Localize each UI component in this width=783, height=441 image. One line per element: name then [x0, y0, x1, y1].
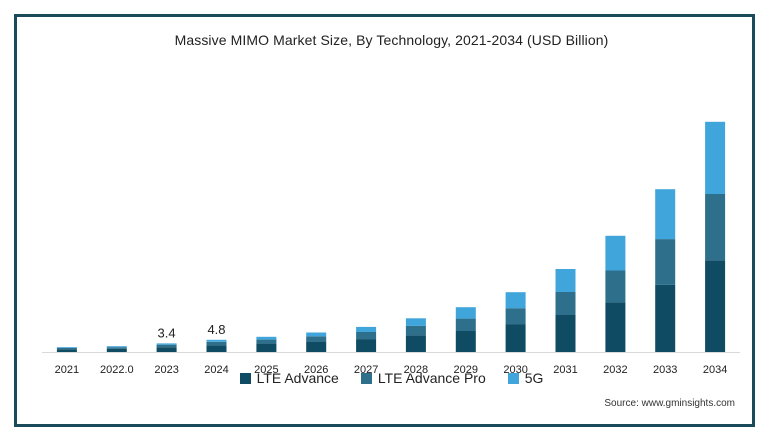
- bar-segment-lte-advance-2031: [555, 315, 576, 352]
- x-tick-label: 2024: [204, 364, 228, 376]
- bar-segment-5g-2022.0: [106, 346, 127, 348]
- x-tick-label: 2028: [404, 364, 428, 376]
- x-tick-label: 2032: [603, 364, 627, 376]
- x-tick-label: 2023: [154, 364, 178, 376]
- bar-segment-5g-2033: [655, 189, 676, 240]
- legend-label: 5G: [524, 370, 544, 386]
- data-label-2023: 3.4: [158, 325, 176, 340]
- chart-frame: [14, 14, 755, 427]
- bar-segment-lte-advance-2027: [356, 339, 377, 352]
- bar-segment-5g-2021: [56, 347, 77, 348]
- legend-swatch-lte-advance-pro: [360, 372, 372, 384]
- bar-segment-5g-2027: [356, 326, 377, 332]
- source-note: Source: www.gminsights.com: [604, 398, 735, 409]
- bar-segment-lte-advance-pro-2023: [156, 344, 177, 348]
- bar-segment-lte-advance-2029: [455, 331, 476, 352]
- legend-swatch-lte-advance: [239, 372, 251, 384]
- bar-segment-lte-advance-pro-2025: [256, 339, 277, 344]
- bar-segment-lte-advance-2023: [156, 347, 177, 352]
- legend-item-lte-advance: LTE Advance: [239, 370, 339, 386]
- legend-label: LTE Advance Pro: [377, 370, 486, 386]
- bar-segment-lte-advance-2025: [256, 343, 277, 352]
- bar-segment-lte-advance-pro-2024: [206, 341, 227, 346]
- legend-swatch-5g: [507, 372, 519, 384]
- x-tick-label: 2031: [553, 364, 577, 376]
- bar-segment-5g-2032: [605, 235, 626, 271]
- bar-segment-5g-2023: [156, 343, 177, 345]
- bar-segment-lte-advance-2032: [605, 302, 626, 352]
- bar-segment-lte-advance-pro-2027: [356, 332, 377, 340]
- bar-segment-lte-advance-pro-2029: [455, 318, 476, 331]
- x-tick-label: 2034: [703, 364, 727, 376]
- chart-title: Massive MIMO Market Size, By Technology,…: [174, 32, 609, 48]
- bar-segment-lte-advance-2030: [505, 324, 526, 352]
- x-tick-label: 2025: [254, 364, 278, 376]
- bar-segment-5g-2028: [405, 318, 426, 326]
- bar-segment-5g-2030: [505, 292, 526, 309]
- bar-segment-lte-advance-pro-2026: [306, 336, 327, 342]
- bar-segment-lte-advance-pro-2030: [505, 308, 526, 325]
- legend-item-lte-advance-pro: LTE Advance Pro: [360, 370, 486, 386]
- x-tick-label: 2027: [354, 364, 378, 376]
- x-tick-label: 2022.0: [100, 364, 134, 376]
- bar-segment-5g-2029: [455, 307, 476, 319]
- bar-segment-lte-advance-2024: [206, 345, 227, 352]
- bar-segment-lte-advance-pro-2021: [56, 347, 77, 350]
- bar-segment-lte-advance-2033: [655, 284, 676, 352]
- x-tick-label: 2033: [653, 364, 677, 376]
- bar-segment-5g-2031: [555, 269, 576, 292]
- bar-segment-5g-2034: [705, 121, 726, 194]
- bar-segment-5g-2025: [256, 336, 277, 340]
- bar-segment-5g-2024: [206, 339, 227, 342]
- bar-segment-lte-advance-pro-2034: [705, 194, 726, 261]
- bar-segment-lte-advance-pro-2028: [405, 325, 426, 336]
- data-label-2024: 4.8: [207, 322, 225, 337]
- bar-segment-lte-advance-pro-2022.0: [106, 347, 127, 349]
- bar-segment-lte-advance-2022.0: [106, 348, 127, 352]
- x-tick-label: 2029: [454, 364, 478, 376]
- x-tick-label: 2026: [304, 364, 328, 376]
- bar-segment-lte-advance-2026: [306, 341, 327, 352]
- bar-segment-5g-2026: [306, 332, 327, 337]
- bar-segment-lte-advance-2028: [405, 335, 426, 352]
- x-tick-label: 2021: [55, 364, 79, 376]
- legend-label: LTE Advance: [256, 370, 339, 386]
- legend-item-5g: 5G: [507, 370, 544, 386]
- bar-segment-lte-advance-2021: [56, 349, 77, 352]
- bar-segment-lte-advance-pro-2031: [555, 292, 576, 315]
- bar-segment-lte-advance-2034: [705, 260, 726, 352]
- bar-segment-lte-advance-pro-2032: [605, 270, 626, 303]
- bar-segment-lte-advance-pro-2033: [655, 239, 676, 285]
- chart-legend: LTE Advance LTE Advance Pro 5G: [0, 370, 783, 386]
